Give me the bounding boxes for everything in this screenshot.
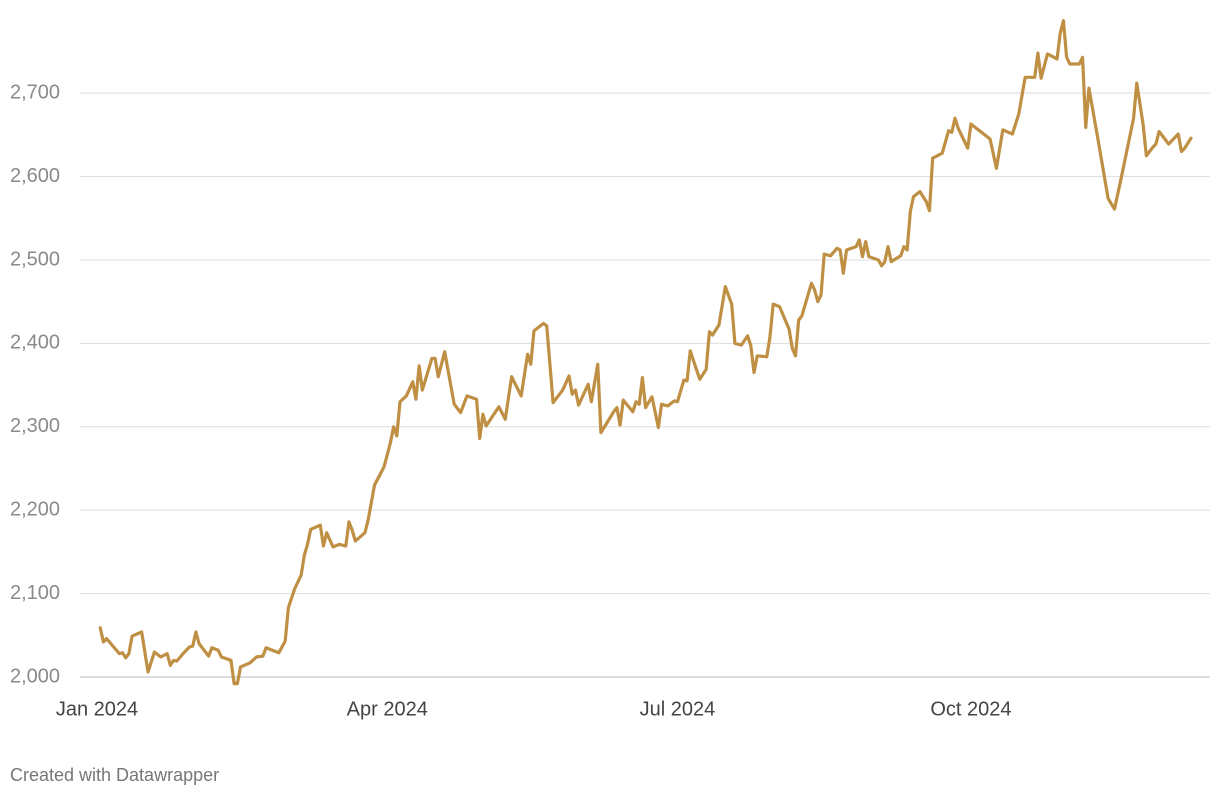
y-tick-label: 2,200 <box>10 498 60 520</box>
x-tick-label: Oct 2024 <box>930 698 1011 720</box>
price-line <box>98 19 1193 686</box>
footer: Created with Datawrapper <box>10 765 219 785</box>
x-tick-label: Jan 2024 <box>56 698 138 720</box>
y-tick-label: 2,100 <box>10 582 60 604</box>
y-tick-label: 2,500 <box>10 248 60 270</box>
y-tick-label: 2,700 <box>10 81 60 103</box>
x-tick-label: Jul 2024 <box>640 698 716 720</box>
y-tick-label: 2,300 <box>10 415 60 437</box>
y-tick-label: 2,000 <box>10 665 60 687</box>
y-tick-label: 2,400 <box>10 332 60 354</box>
y-tick-label: 2,600 <box>10 165 60 187</box>
x-tick-label: Apr 2024 <box>347 698 428 720</box>
